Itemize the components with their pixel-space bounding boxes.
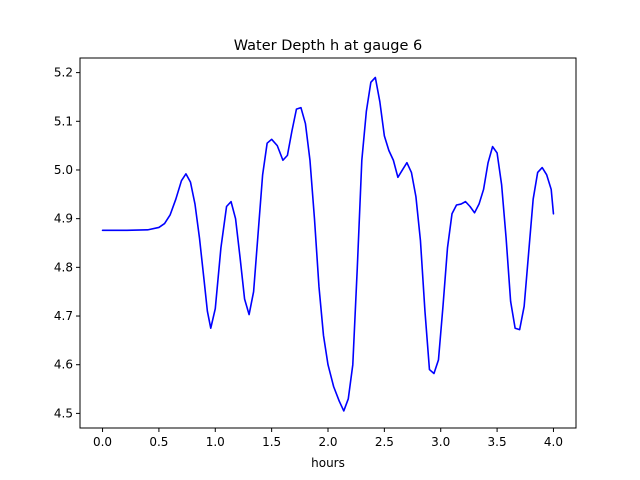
series-line-water-depth xyxy=(101,76,555,412)
y-tick-label: 4.5 xyxy=(54,406,73,420)
x-tick-label: 4.0 xyxy=(544,435,563,449)
x-tick-label: 0.0 xyxy=(93,435,112,449)
y-tick-label: 4.6 xyxy=(54,358,73,372)
x-tick-label: 1.5 xyxy=(262,435,281,449)
y-tick-label: 5.2 xyxy=(54,66,73,80)
y-tick-label: 5.1 xyxy=(54,114,73,128)
x-tick-label: 1.0 xyxy=(206,435,225,449)
x-axis-label: hours xyxy=(311,456,345,470)
x-axis: 0.0 0.5 1.0 1.5 2.0 2.5 3.0 3.5 4.0 xyxy=(93,428,563,449)
x-tick-label: 0.5 xyxy=(149,435,168,449)
y-axis: 4.5 4.6 4.7 4.8 4.9 5.0 5.1 5.2 xyxy=(54,66,80,420)
chart-title: Water Depth h at gauge 6 xyxy=(234,38,422,54)
axes-frame xyxy=(79,57,577,429)
x-tick-label: 3.0 xyxy=(431,435,450,449)
x-tick-label: 2.0 xyxy=(318,435,337,449)
x-tick-label: 2.5 xyxy=(375,435,394,449)
y-tick-label: 4.9 xyxy=(54,212,73,226)
y-tick-label: 5.0 xyxy=(54,163,73,177)
y-tick-label: 4.7 xyxy=(54,309,73,323)
y-tick-label: 4.8 xyxy=(54,260,73,274)
plot-area xyxy=(79,57,577,429)
x-tick-label: 3.5 xyxy=(488,435,507,449)
